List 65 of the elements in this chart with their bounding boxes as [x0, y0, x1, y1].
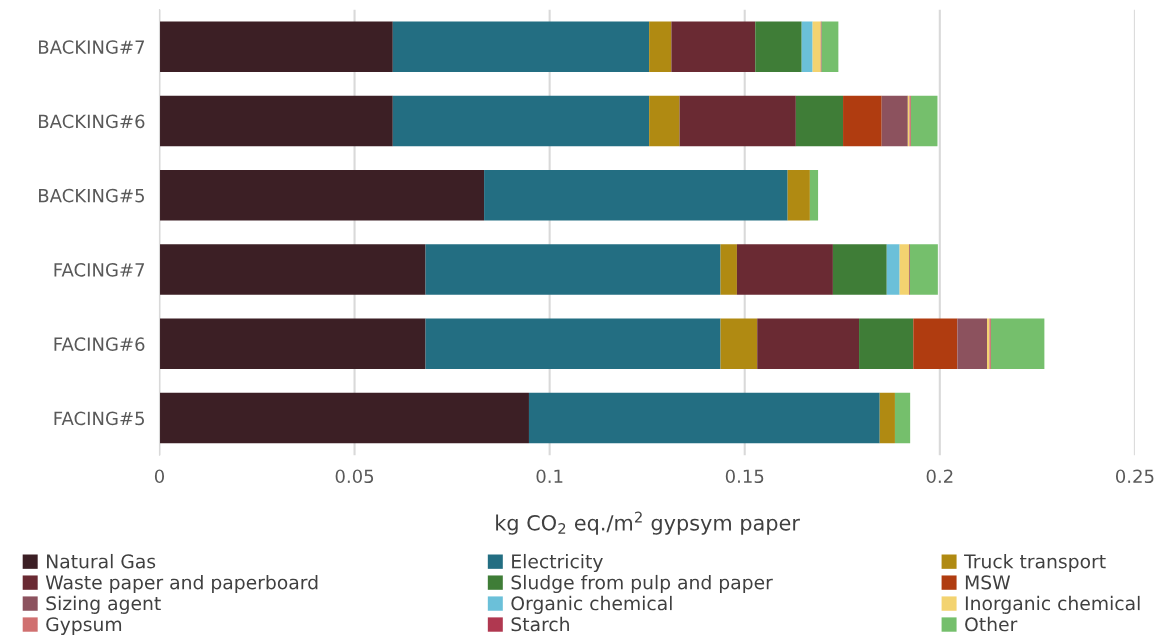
legend-label: MSW — [965, 575, 1011, 590]
x-tick-label: 0.1 — [536, 469, 563, 484]
bar — [957, 318, 988, 370]
bar — [736, 244, 833, 295]
bar — [159, 21, 393, 73]
x-tick-label: 0.25 — [1115, 469, 1154, 484]
y-tick-label: FACING#5 — [54, 411, 144, 426]
legend-label: Sizing agent — [46, 595, 161, 615]
legend-label: Waste paper and paperboard — [45, 574, 318, 594]
bar — [720, 244, 737, 295]
bar — [671, 21, 756, 73]
legend-label: Truck transport — [964, 553, 1106, 573]
bar — [821, 21, 839, 73]
bar — [679, 95, 796, 147]
legend-label: Natural Gas — [47, 553, 156, 569]
bar — [392, 95, 650, 147]
bar — [425, 318, 721, 370]
bar — [899, 244, 909, 295]
bar — [159, 170, 485, 221]
y-tick-label: FACING#6 — [54, 337, 145, 351]
legend-label: Starch — [511, 616, 569, 632]
bar — [159, 318, 426, 370]
bar — [990, 318, 1045, 370]
bar — [879, 392, 895, 444]
x-tick-label: 0 — [154, 469, 165, 484]
bar — [720, 318, 758, 370]
y-tick-label: BACKING#6 — [39, 114, 145, 129]
bar — [787, 170, 810, 221]
y-tick-label: FACING#7 — [54, 263, 145, 277]
bar — [649, 21, 672, 73]
x-tick-label: 0.2 — [926, 469, 953, 484]
bar — [159, 95, 393, 147]
bar — [913, 318, 958, 370]
bar — [425, 244, 721, 295]
bar — [843, 95, 882, 147]
bar — [881, 95, 908, 147]
bar — [894, 392, 911, 444]
bar — [832, 244, 887, 295]
x-tick-label: 0.05 — [335, 469, 374, 484]
legend-label: Electricity — [512, 553, 603, 573]
x-axis-title: kg CO$_{2}$ eq./m$^{2}$ gypsym paper — [496, 511, 800, 535]
bar — [159, 244, 426, 295]
bar — [528, 392, 880, 444]
x-tick-label: 0.15 — [725, 469, 764, 484]
bar — [909, 244, 938, 295]
legend-label: Other — [965, 616, 1018, 632]
bar — [859, 318, 914, 370]
bar — [484, 170, 788, 221]
legend-label: Gypsum — [46, 617, 122, 635]
bar — [812, 21, 821, 73]
bar — [801, 21, 813, 73]
bar — [649, 95, 680, 147]
bar — [910, 95, 938, 147]
bar — [392, 21, 650, 73]
bar — [755, 21, 802, 73]
legend-label: Inorganic chemical — [965, 595, 1140, 615]
y-tick-label: BACKING#5 — [39, 188, 144, 203]
bar — [159, 392, 529, 444]
bar — [795, 95, 844, 147]
legend-label: Sludge from pulp and paper — [511, 574, 773, 594]
y-tick-label: BACKING#7 — [39, 40, 145, 54]
bar — [886, 244, 900, 295]
bar — [809, 170, 819, 221]
bar — [757, 318, 860, 370]
legend-label: Organic chemical — [511, 595, 672, 615]
